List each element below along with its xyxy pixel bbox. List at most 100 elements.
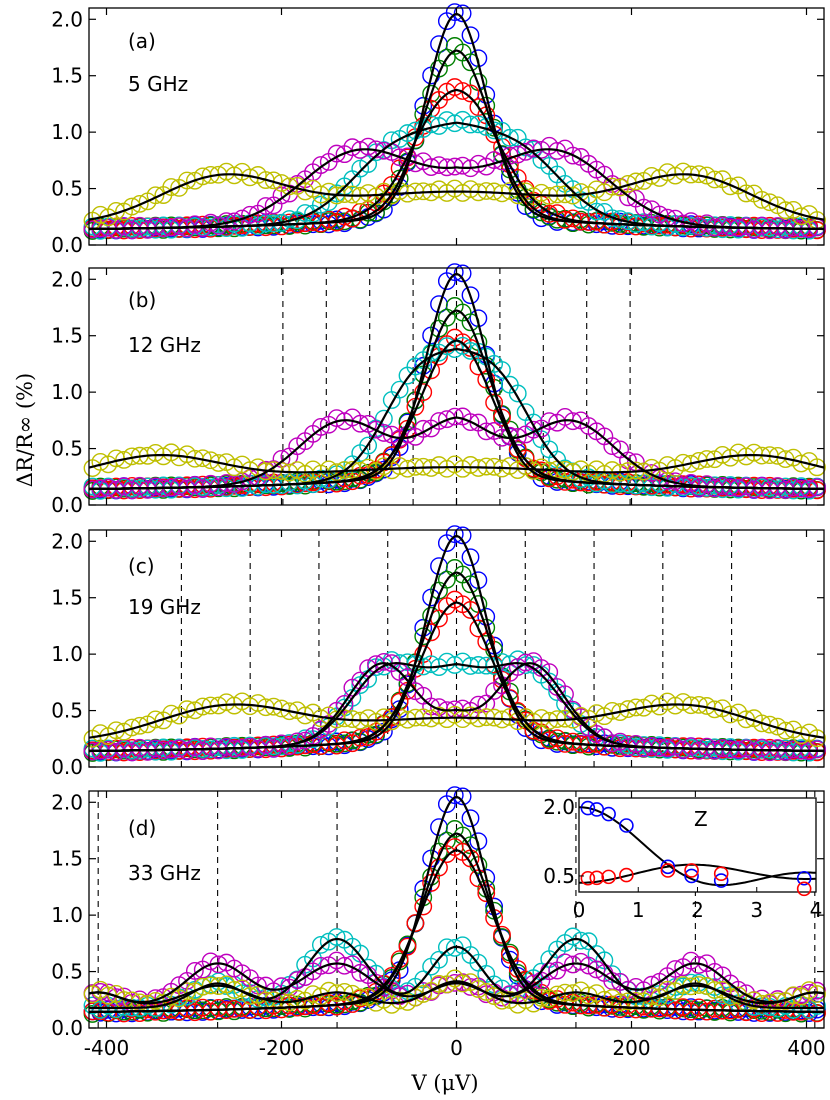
panel-b: (b) 12 GHz 0.0 0.5 1.0 1.5 2.0 bbox=[51, 263, 826, 517]
panel-d-magenta-point bbox=[579, 956, 598, 975]
panel-c-magenta-point bbox=[587, 725, 606, 743]
panel-c-ytick-label: 0.0 bbox=[51, 755, 83, 779]
panel-b-olive-point bbox=[808, 458, 826, 477]
panel-a-olive-point bbox=[705, 170, 724, 189]
panel-b-ytick-label: 0.5 bbox=[51, 437, 83, 461]
panel-d: (d) 33 GHz 0.00.51.01.52.0-400 -200 0 200 40… bbox=[51, 786, 826, 1060]
panel-c-blue-point bbox=[453, 526, 472, 545]
panel-c-ytick-label: 1.5 bbox=[51, 586, 83, 610]
panel-d-fit-cyan bbox=[89, 938, 824, 1010]
panel-a-magenta-point bbox=[508, 145, 527, 164]
panel-a-magenta-point bbox=[225, 212, 244, 231]
panel-d-red-point bbox=[398, 937, 417, 956]
inset-blue-point bbox=[580, 800, 596, 816]
panel-d-cyan-point bbox=[808, 997, 826, 1015]
panel-b-olive-point bbox=[682, 454, 700, 473]
inset-ytick-label: 0.5 bbox=[543, 864, 575, 888]
panel-b-ytick-label: 1.5 bbox=[51, 324, 83, 348]
panel-c-magenta-point bbox=[335, 694, 354, 713]
panel-a-ytick-label: 0.5 bbox=[51, 177, 83, 201]
panel-d-magenta-point bbox=[311, 956, 330, 975]
panel-c-olive-point bbox=[808, 729, 826, 748]
panel-a-cyan-point bbox=[296, 204, 315, 222]
panel-d-blue-point bbox=[453, 787, 472, 806]
inset-red-point bbox=[796, 881, 812, 897]
panel-d-red-point bbox=[808, 1004, 826, 1023]
panel-a-olive-point bbox=[611, 178, 630, 197]
y-axis-title: ΔR/R∞ (%) bbox=[13, 373, 37, 487]
panel-d-magenta-point bbox=[642, 975, 661, 994]
inset-blue-point bbox=[684, 868, 699, 884]
panel-d-ytick-label: 1.0 bbox=[51, 903, 83, 927]
panel-c-magenta-point bbox=[477, 694, 496, 713]
panel-a-olive-point bbox=[752, 190, 771, 209]
panel-b-magenta-point bbox=[351, 414, 370, 433]
panel-b-cyan-point bbox=[493, 361, 511, 379]
panel-d-cyan-point bbox=[571, 931, 590, 950]
inset-red-point bbox=[713, 866, 729, 881]
panel-a-fit-cyan bbox=[88, 121, 825, 231]
panel-a-blue-point bbox=[453, 4, 472, 23]
inset-fit-curve-J0-squared bbox=[578, 806, 817, 887]
panel-b-magenta-point bbox=[445, 407, 464, 426]
inset-xtick-label: 1 bbox=[632, 898, 645, 922]
panel-d-magenta-point bbox=[288, 971, 307, 990]
panel-d-ytick-label: 2.0 bbox=[51, 790, 83, 814]
panel-a-olive-point bbox=[737, 184, 756, 203]
panel-d-olive-point bbox=[414, 985, 433, 1003]
panel-a-magenta-point bbox=[563, 146, 582, 165]
panel-b-label: (b) bbox=[128, 288, 156, 312]
panel-a-olive-point bbox=[146, 186, 165, 205]
panel-c-magenta-point bbox=[374, 652, 393, 671]
panel-d-magenta-point bbox=[185, 961, 204, 980]
panel-d-xtick-label: 0 bbox=[450, 1036, 463, 1060]
panel-d-fit-magenta bbox=[88, 962, 825, 1004]
panel-d-xtick-label: -200 bbox=[259, 1036, 304, 1060]
panel-d-olive-point bbox=[800, 981, 819, 1000]
panel-b-magenta-point bbox=[808, 478, 826, 497]
panel-d-olive-point bbox=[225, 981, 244, 999]
panel-c-magenta-point bbox=[808, 740, 826, 759]
panel-d-ytick-label: 0.5 bbox=[51, 960, 83, 984]
panel-d-olive-point bbox=[721, 988, 740, 1006]
panel-c-blue-point bbox=[461, 548, 480, 567]
panel-d-olive-point bbox=[705, 981, 724, 999]
panel-d-xtick-label: 400 bbox=[787, 1036, 825, 1060]
panel-a-ytick-label: 1.0 bbox=[51, 120, 83, 144]
panel-d-olive-point bbox=[469, 980, 488, 998]
panel-b-ytick-label: 0.0 bbox=[51, 493, 83, 517]
inset-xtick-label: 4 bbox=[810, 898, 823, 922]
panel-b-blue-point bbox=[445, 263, 464, 282]
panel-c-fit-olive bbox=[88, 703, 825, 739]
panel-a-cyan-point bbox=[500, 128, 519, 147]
panel-d-magenta-point bbox=[335, 956, 354, 975]
panel-d-magenta-point bbox=[461, 978, 480, 996]
panel-b-red-point bbox=[493, 408, 511, 427]
inset-fit-curve-J1-squared bbox=[579, 863, 817, 884]
panel-d-ytick-label: 1.5 bbox=[51, 847, 83, 871]
panel-c-olive-point bbox=[705, 700, 724, 719]
panel-a-olive-point bbox=[760, 193, 779, 212]
panel-d-red-point bbox=[493, 925, 511, 944]
inset-blue-point bbox=[713, 873, 729, 888]
panel-d-cyan-point bbox=[311, 935, 330, 954]
panel-b-magenta-point bbox=[603, 437, 622, 456]
inset-red-point bbox=[589, 870, 605, 886]
panel-c-magenta-point bbox=[359, 659, 378, 678]
panel-b-magenta-point bbox=[477, 422, 496, 441]
panel-a-frequency: 5 GHz bbox=[128, 72, 188, 96]
panel-a-red-point bbox=[461, 84, 480, 103]
panel-a-cyan-point bbox=[311, 195, 330, 214]
inset-red-point bbox=[684, 863, 699, 878]
panel-d-red-point bbox=[430, 858, 448, 877]
panel-c-red-point bbox=[477, 632, 496, 651]
panel-a-magenta-point bbox=[256, 197, 275, 215]
panel-c-olive-point bbox=[185, 701, 204, 720]
panel-a-ytick-label: 1.5 bbox=[51, 64, 83, 88]
panel-d-fit-red bbox=[88, 848, 825, 1014]
panel-d-xtick-label: -400 bbox=[84, 1036, 129, 1060]
panel-b-magenta-point bbox=[367, 420, 385, 439]
panel-a-cyan-point bbox=[587, 202, 606, 221]
panel-a-olive-point bbox=[122, 197, 141, 216]
inset-xtick-label: 2 bbox=[691, 898, 704, 922]
